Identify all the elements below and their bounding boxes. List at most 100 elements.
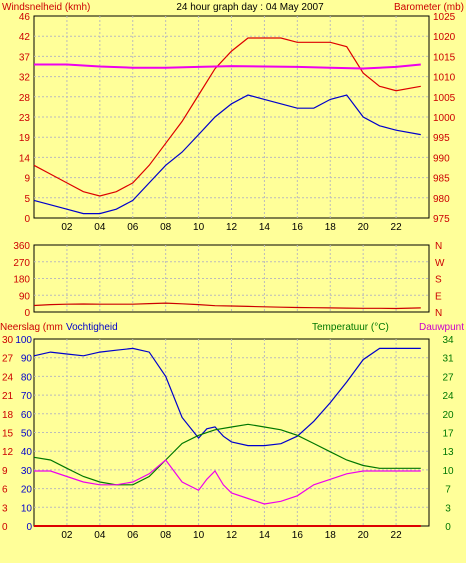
temperature-tick-label: 3 bbox=[445, 503, 451, 514]
x-tick-label: 06 bbox=[127, 222, 139, 233]
barometer-tick-label: 980 bbox=[433, 194, 450, 205]
direction-tick-label: 270 bbox=[13, 258, 30, 269]
series-line-wind bbox=[33, 94, 421, 215]
chart-title: 24 hour graph day : 04 May 2007 bbox=[176, 2, 324, 13]
x-tick-label: 12 bbox=[226, 222, 238, 233]
rain-tick-label: 30 bbox=[2, 335, 14, 346]
temperature-tick-label: 34 bbox=[442, 335, 454, 346]
dewpoint-axis-title: Dauwpunt bbox=[419, 322, 464, 333]
temperature-tick-label: 27 bbox=[442, 372, 454, 383]
series-line-temp bbox=[33, 423, 421, 486]
x-tick-label: 20 bbox=[358, 222, 370, 233]
rain-tick-label: 12 bbox=[2, 447, 14, 458]
temperature-tick-label: 24 bbox=[442, 391, 454, 402]
x-tick-label: 08 bbox=[160, 530, 172, 541]
barometer-tick-label: 1025 bbox=[433, 12, 456, 23]
rain-tick-label: 21 bbox=[2, 391, 14, 402]
rain-axis-title: Neerslag (mm bbox=[0, 322, 63, 333]
barometer-tick-label: 1015 bbox=[433, 52, 456, 63]
barometer-tick-label: 985 bbox=[433, 174, 450, 185]
temperature-tick-label: 17 bbox=[442, 429, 454, 440]
x-tick-label: 14 bbox=[259, 222, 271, 233]
barometer-axis-title: Barometer (mb) bbox=[394, 2, 464, 13]
x-tick-label: 14 bbox=[259, 530, 271, 541]
humidity-tick-label: 30 bbox=[21, 466, 33, 477]
temperature-tick-label: 7 bbox=[445, 485, 451, 496]
wind-tick-label: 42 bbox=[19, 32, 31, 43]
compass-label: N bbox=[435, 308, 442, 319]
series-line-gust bbox=[33, 37, 421, 197]
humidity-tick-label: 70 bbox=[21, 391, 33, 402]
humidity-tick-label: 50 bbox=[21, 429, 33, 440]
x-tick-label: 16 bbox=[292, 530, 304, 541]
humidity-temperature-chart: Neerslag (mm Vochtigheid Temperatuur (°C… bbox=[0, 322, 464, 541]
humidity-tick-label: 0 bbox=[26, 522, 32, 533]
x-tick-label: 22 bbox=[391, 222, 403, 233]
wind-tick-label: 5 bbox=[24, 194, 30, 205]
wind-tick-label: 14 bbox=[19, 153, 31, 164]
wind-tick-label: 9 bbox=[24, 174, 30, 185]
compass-label: S bbox=[435, 275, 442, 286]
x-tick-label: 18 bbox=[325, 222, 337, 233]
wind-tick-label: 46 bbox=[19, 12, 31, 23]
wind-tick-label: 37 bbox=[19, 52, 31, 63]
wind-tick-label: 19 bbox=[19, 133, 31, 144]
barometer-tick-label: 1010 bbox=[433, 73, 456, 84]
rain-tick-label: 9 bbox=[2, 466, 8, 477]
humidity-tick-label: 60 bbox=[21, 410, 33, 421]
direction-tick-label: 360 bbox=[13, 241, 30, 252]
rain-tick-label: 3 bbox=[2, 503, 8, 514]
barometer-tick-label: 975 bbox=[433, 214, 450, 225]
rain-tick-label: 15 bbox=[2, 429, 14, 440]
humidity-tick-label: 10 bbox=[21, 503, 33, 514]
x-tick-label: 12 bbox=[226, 530, 238, 541]
barometer-tick-label: 990 bbox=[433, 153, 450, 164]
x-tick-label: 04 bbox=[94, 530, 106, 541]
temperature-axis-title: Temperatuur (°C) bbox=[312, 322, 389, 333]
humidity-tick-label: 100 bbox=[15, 335, 32, 346]
barometer-tick-label: 995 bbox=[433, 133, 450, 144]
wind-tick-label: 32 bbox=[19, 73, 31, 84]
compass-label: W bbox=[435, 258, 445, 269]
x-tick-label: 18 bbox=[325, 530, 337, 541]
rain-tick-label: 27 bbox=[2, 354, 14, 365]
rain-tick-label: 24 bbox=[2, 372, 14, 383]
x-tick-label: 16 bbox=[292, 222, 304, 233]
wind-tick-label: 23 bbox=[19, 113, 31, 124]
humidity-tick-label: 20 bbox=[21, 485, 33, 496]
rain-tick-label: 18 bbox=[2, 410, 14, 421]
direction-tick-label: 0 bbox=[24, 308, 30, 319]
temperature-tick-label: 20 bbox=[442, 410, 454, 421]
series-line-dir bbox=[33, 302, 421, 310]
x-tick-label: 06 bbox=[127, 530, 139, 541]
x-tick-label: 02 bbox=[61, 222, 73, 233]
series-line-dew bbox=[34, 459, 421, 505]
wind-tick-label: 0 bbox=[24, 214, 30, 225]
barometer-tick-label: 1020 bbox=[433, 32, 456, 43]
direction-tick-label: 90 bbox=[19, 291, 31, 302]
temperature-tick-label: 0 bbox=[445, 522, 451, 533]
series-line-hum bbox=[33, 347, 421, 447]
humidity-tick-label: 40 bbox=[21, 447, 33, 458]
temperature-tick-label: 10 bbox=[442, 466, 454, 477]
humidity-tick-label: 90 bbox=[21, 354, 33, 365]
wind-tick-label: 28 bbox=[19, 93, 31, 104]
series-line-baro bbox=[34, 63, 421, 70]
temperature-tick-label: 13 bbox=[442, 447, 454, 458]
wind-axis-title: Windsnelheid (kmh) bbox=[2, 2, 90, 13]
wind-barometer-chart: Windsnelheid (kmh) 24 hour graph day : 0… bbox=[2, 2, 464, 233]
rain-tick-label: 0 bbox=[2, 522, 8, 533]
humidity-tick-label: 80 bbox=[21, 372, 33, 383]
x-tick-label: 20 bbox=[358, 530, 370, 541]
x-tick-label: 08 bbox=[160, 222, 172, 233]
compass-label: N bbox=[435, 241, 442, 252]
barometer-tick-label: 1000 bbox=[433, 113, 456, 124]
compass-label: E bbox=[435, 291, 442, 302]
x-tick-label: 22 bbox=[391, 530, 403, 541]
x-tick-label: 02 bbox=[61, 530, 73, 541]
x-tick-label: 10 bbox=[193, 222, 205, 233]
rain-tick-label: 6 bbox=[2, 485, 8, 496]
